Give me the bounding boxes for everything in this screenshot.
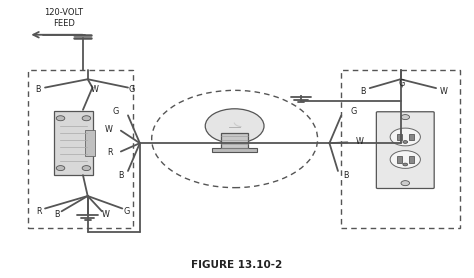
FancyBboxPatch shape xyxy=(397,156,401,163)
FancyBboxPatch shape xyxy=(409,134,414,140)
Text: 120-VOLT: 120-VOLT xyxy=(45,8,83,17)
FancyBboxPatch shape xyxy=(221,133,248,149)
Text: G: G xyxy=(128,85,135,94)
Text: G: G xyxy=(112,107,118,116)
Text: FEED: FEED xyxy=(53,19,75,28)
Circle shape xyxy=(401,181,410,186)
Circle shape xyxy=(82,116,91,121)
Text: W: W xyxy=(356,137,364,146)
Text: B: B xyxy=(35,85,41,94)
Circle shape xyxy=(390,128,420,146)
Circle shape xyxy=(401,115,410,120)
Circle shape xyxy=(205,109,264,143)
Text: W: W xyxy=(105,125,113,134)
FancyBboxPatch shape xyxy=(376,112,434,188)
Text: R: R xyxy=(36,207,42,216)
FancyBboxPatch shape xyxy=(409,156,414,163)
Circle shape xyxy=(403,163,408,166)
Text: W: W xyxy=(439,87,447,96)
Text: B: B xyxy=(360,87,366,96)
Circle shape xyxy=(56,116,65,121)
Text: W: W xyxy=(91,85,99,94)
Circle shape xyxy=(82,166,91,171)
Text: G: G xyxy=(350,107,356,116)
FancyBboxPatch shape xyxy=(85,130,95,156)
Text: B: B xyxy=(118,172,124,180)
FancyBboxPatch shape xyxy=(212,148,257,152)
Circle shape xyxy=(390,151,420,168)
Text: W: W xyxy=(101,210,109,219)
Bar xyxy=(28,70,133,228)
Text: B: B xyxy=(344,172,349,180)
Text: G: G xyxy=(399,79,405,88)
FancyBboxPatch shape xyxy=(397,134,401,140)
FancyBboxPatch shape xyxy=(54,111,93,175)
Text: FIGURE 13.10-2: FIGURE 13.10-2 xyxy=(191,260,283,270)
Text: B: B xyxy=(54,210,60,219)
Bar xyxy=(341,70,460,228)
Circle shape xyxy=(403,141,408,143)
Text: R: R xyxy=(108,148,113,157)
Text: G: G xyxy=(124,207,130,216)
Circle shape xyxy=(56,166,65,171)
